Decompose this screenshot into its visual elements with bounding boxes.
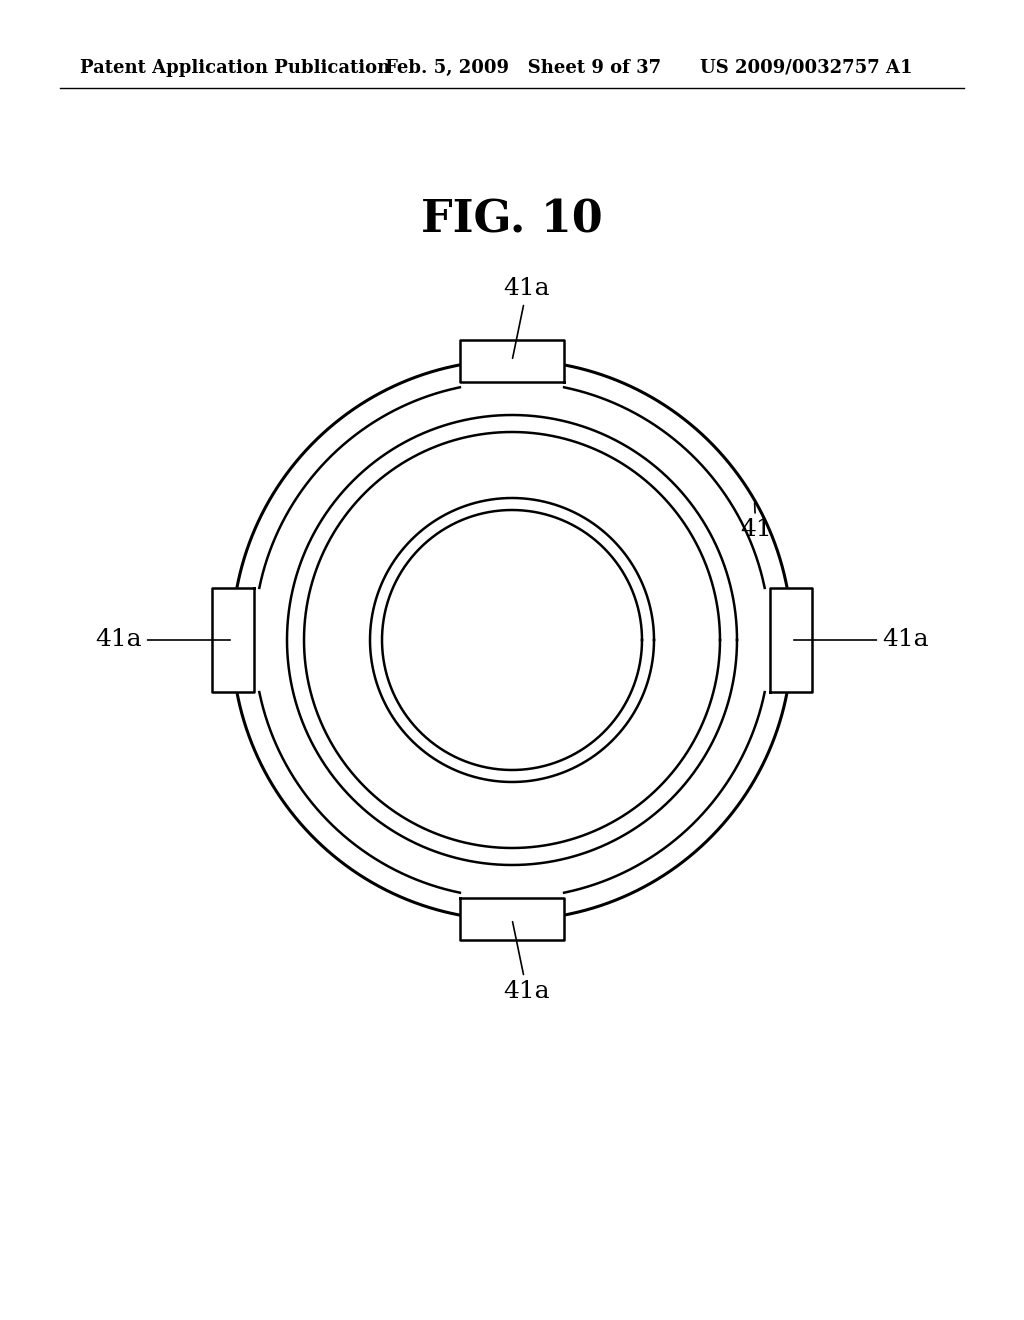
Text: 41a: 41a <box>95 628 230 652</box>
Text: FIG. 10: FIG. 10 <box>421 198 603 242</box>
Polygon shape <box>212 587 254 692</box>
Polygon shape <box>460 341 564 381</box>
Text: Patent Application Publication: Patent Application Publication <box>80 59 390 77</box>
Polygon shape <box>770 587 812 692</box>
Text: 41a: 41a <box>794 628 929 652</box>
Polygon shape <box>460 898 564 940</box>
Text: 41a: 41a <box>504 921 550 1003</box>
Text: Feb. 5, 2009   Sheet 9 of 37: Feb. 5, 2009 Sheet 9 of 37 <box>385 59 662 77</box>
Text: US 2009/0032757 A1: US 2009/0032757 A1 <box>700 59 912 77</box>
Text: 41: 41 <box>740 503 772 541</box>
Text: 41a: 41a <box>504 277 550 358</box>
